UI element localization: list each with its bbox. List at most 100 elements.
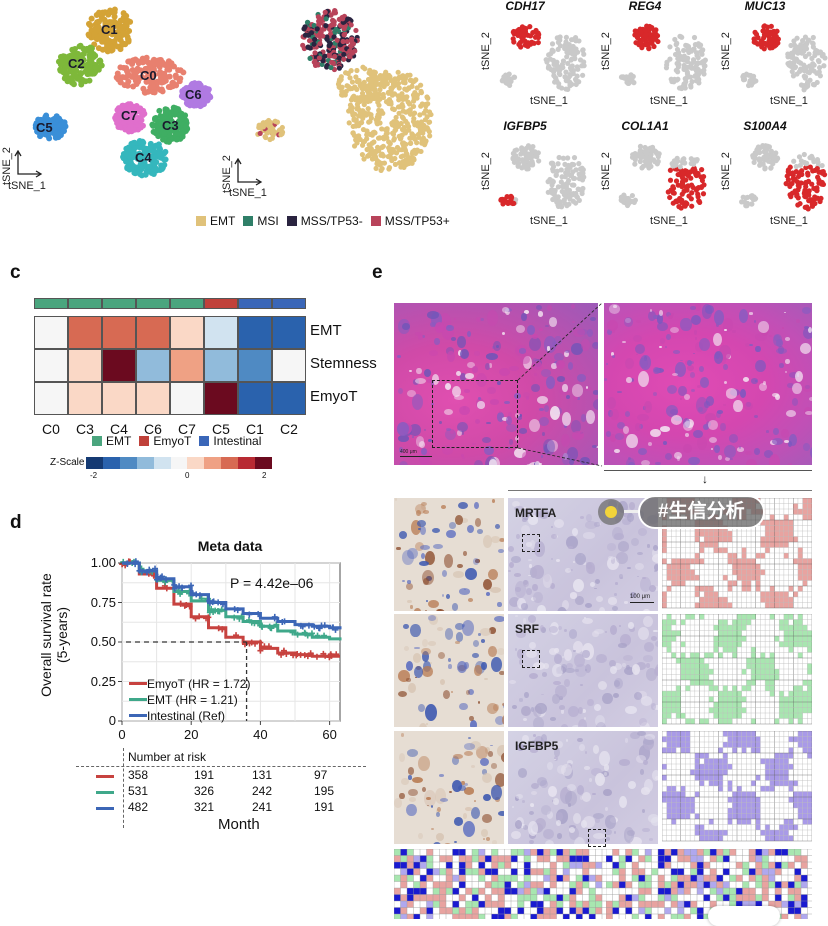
grid-cell-positive	[770, 603, 775, 609]
tissue-texture	[501, 752, 504, 763]
tissue-texture	[559, 705, 565, 710]
tissue-texture	[449, 791, 452, 793]
cell-point	[554, 199, 559, 204]
gene-axis-tsne1: tSNE_1	[530, 215, 568, 227]
tissue-texture	[612, 606, 618, 611]
tissue-texture	[407, 749, 418, 757]
grid-cell-positive	[709, 603, 714, 609]
tissue-texture	[749, 312, 754, 314]
tissue-texture	[755, 360, 765, 372]
cell-point	[533, 28, 538, 33]
cell-point	[341, 57, 346, 62]
heatmap-group-bar-C1	[238, 298, 272, 309]
tissue-texture	[406, 661, 413, 671]
tissue-texture	[430, 662, 433, 664]
cell-point-C3	[151, 129, 157, 135]
grid-cell-positive	[770, 597, 775, 603]
tissue-texture	[554, 654, 562, 664]
tissue-texture	[532, 565, 543, 579]
grid-cell-positive	[765, 520, 770, 526]
grid-cell-positive	[728, 553, 733, 559]
tissue-texture	[462, 620, 474, 636]
tissue-texture	[785, 371, 787, 372]
cell-point	[671, 201, 676, 206]
cell-point	[797, 69, 802, 74]
tissue-texture	[638, 448, 647, 455]
heatmap-group-bar-C3	[68, 298, 102, 309]
tissue-texture	[425, 610, 428, 611]
cell-point-C0	[157, 57, 163, 63]
cell-point	[811, 41, 816, 46]
cell-point	[407, 161, 412, 166]
cell-point	[377, 112, 382, 117]
tissue-texture	[592, 631, 598, 637]
grid-cell-positive	[662, 691, 667, 697]
grid-cell-positive	[704, 719, 709, 725]
cell-point	[803, 54, 808, 59]
risk-value: 191	[194, 768, 214, 782]
tissue-texture	[532, 584, 537, 591]
tissue-texture	[688, 457, 700, 465]
cell-point	[681, 65, 686, 70]
grid-cell-positive	[690, 559, 695, 565]
cell-point	[746, 83, 751, 88]
cell-point	[678, 54, 683, 59]
km-ylabel: Overall survival rate (5-years)	[38, 545, 70, 725]
cell-point	[762, 166, 767, 171]
grid-cell-positive	[737, 697, 742, 703]
heatmap-cell-Stemness-C5	[204, 349, 238, 382]
tissue-texture	[796, 319, 799, 323]
grid-cell-positive	[667, 708, 672, 714]
cell-point-C1	[86, 32, 92, 38]
heatmap-cell-Stemness-C6	[136, 349, 170, 382]
grid-cell-positive	[709, 680, 714, 686]
cell-point	[369, 115, 374, 120]
cell-point	[573, 46, 578, 51]
grid-cell-positive	[803, 625, 808, 631]
tissue-texture	[410, 624, 420, 636]
ihc-roi-box	[522, 534, 540, 552]
tissue-texture	[465, 568, 477, 580]
heatmap-group-bar-C5	[204, 298, 238, 309]
cell-point	[353, 28, 358, 33]
grid-cell-positive	[723, 691, 728, 697]
km-ytick-0.50: 0.50	[80, 634, 116, 649]
cell-point	[317, 41, 322, 46]
tissue-texture	[488, 751, 493, 756]
tissue-texture	[740, 389, 747, 398]
cell-point	[810, 156, 815, 161]
tissue-texture	[521, 603, 527, 609]
grid-cell-positive	[714, 713, 719, 719]
grid-cell-positive	[690, 680, 695, 686]
grid-cell-positive	[770, 542, 775, 548]
cell-point	[769, 24, 774, 29]
tissue-texture	[739, 309, 748, 323]
cell-point	[354, 87, 359, 92]
tissue-texture	[419, 561, 428, 566]
grid-cell-positive	[742, 570, 747, 576]
legend-label: Intestinal	[213, 434, 261, 448]
grid-cell-positive	[685, 669, 690, 675]
cell-point	[366, 111, 371, 116]
tissue-texture	[691, 389, 696, 392]
tissue-texture	[655, 462, 661, 465]
grid-cell-positive	[681, 620, 686, 626]
cell-point	[301, 26, 306, 31]
grid-cell-positive	[784, 526, 789, 532]
cell-point-C0	[178, 67, 184, 73]
grid-cell-positive	[723, 537, 728, 543]
he-bracket-line	[604, 470, 812, 471]
cell-point	[421, 135, 426, 140]
tissue-texture	[636, 354, 638, 355]
tissue-texture	[659, 346, 662, 348]
ihc-stain-label-mrtfa: MRTFA	[515, 506, 556, 520]
grid-cell-positive	[681, 675, 686, 681]
tissue-texture	[647, 544, 650, 547]
cell-point	[565, 50, 570, 55]
cell-point-C4	[126, 166, 132, 172]
tissue-texture	[502, 703, 504, 706]
tissue-texture	[470, 720, 477, 727]
grid-cell-positive	[700, 675, 705, 681]
grid-cell-positive	[807, 697, 812, 703]
cell-point	[751, 74, 756, 79]
